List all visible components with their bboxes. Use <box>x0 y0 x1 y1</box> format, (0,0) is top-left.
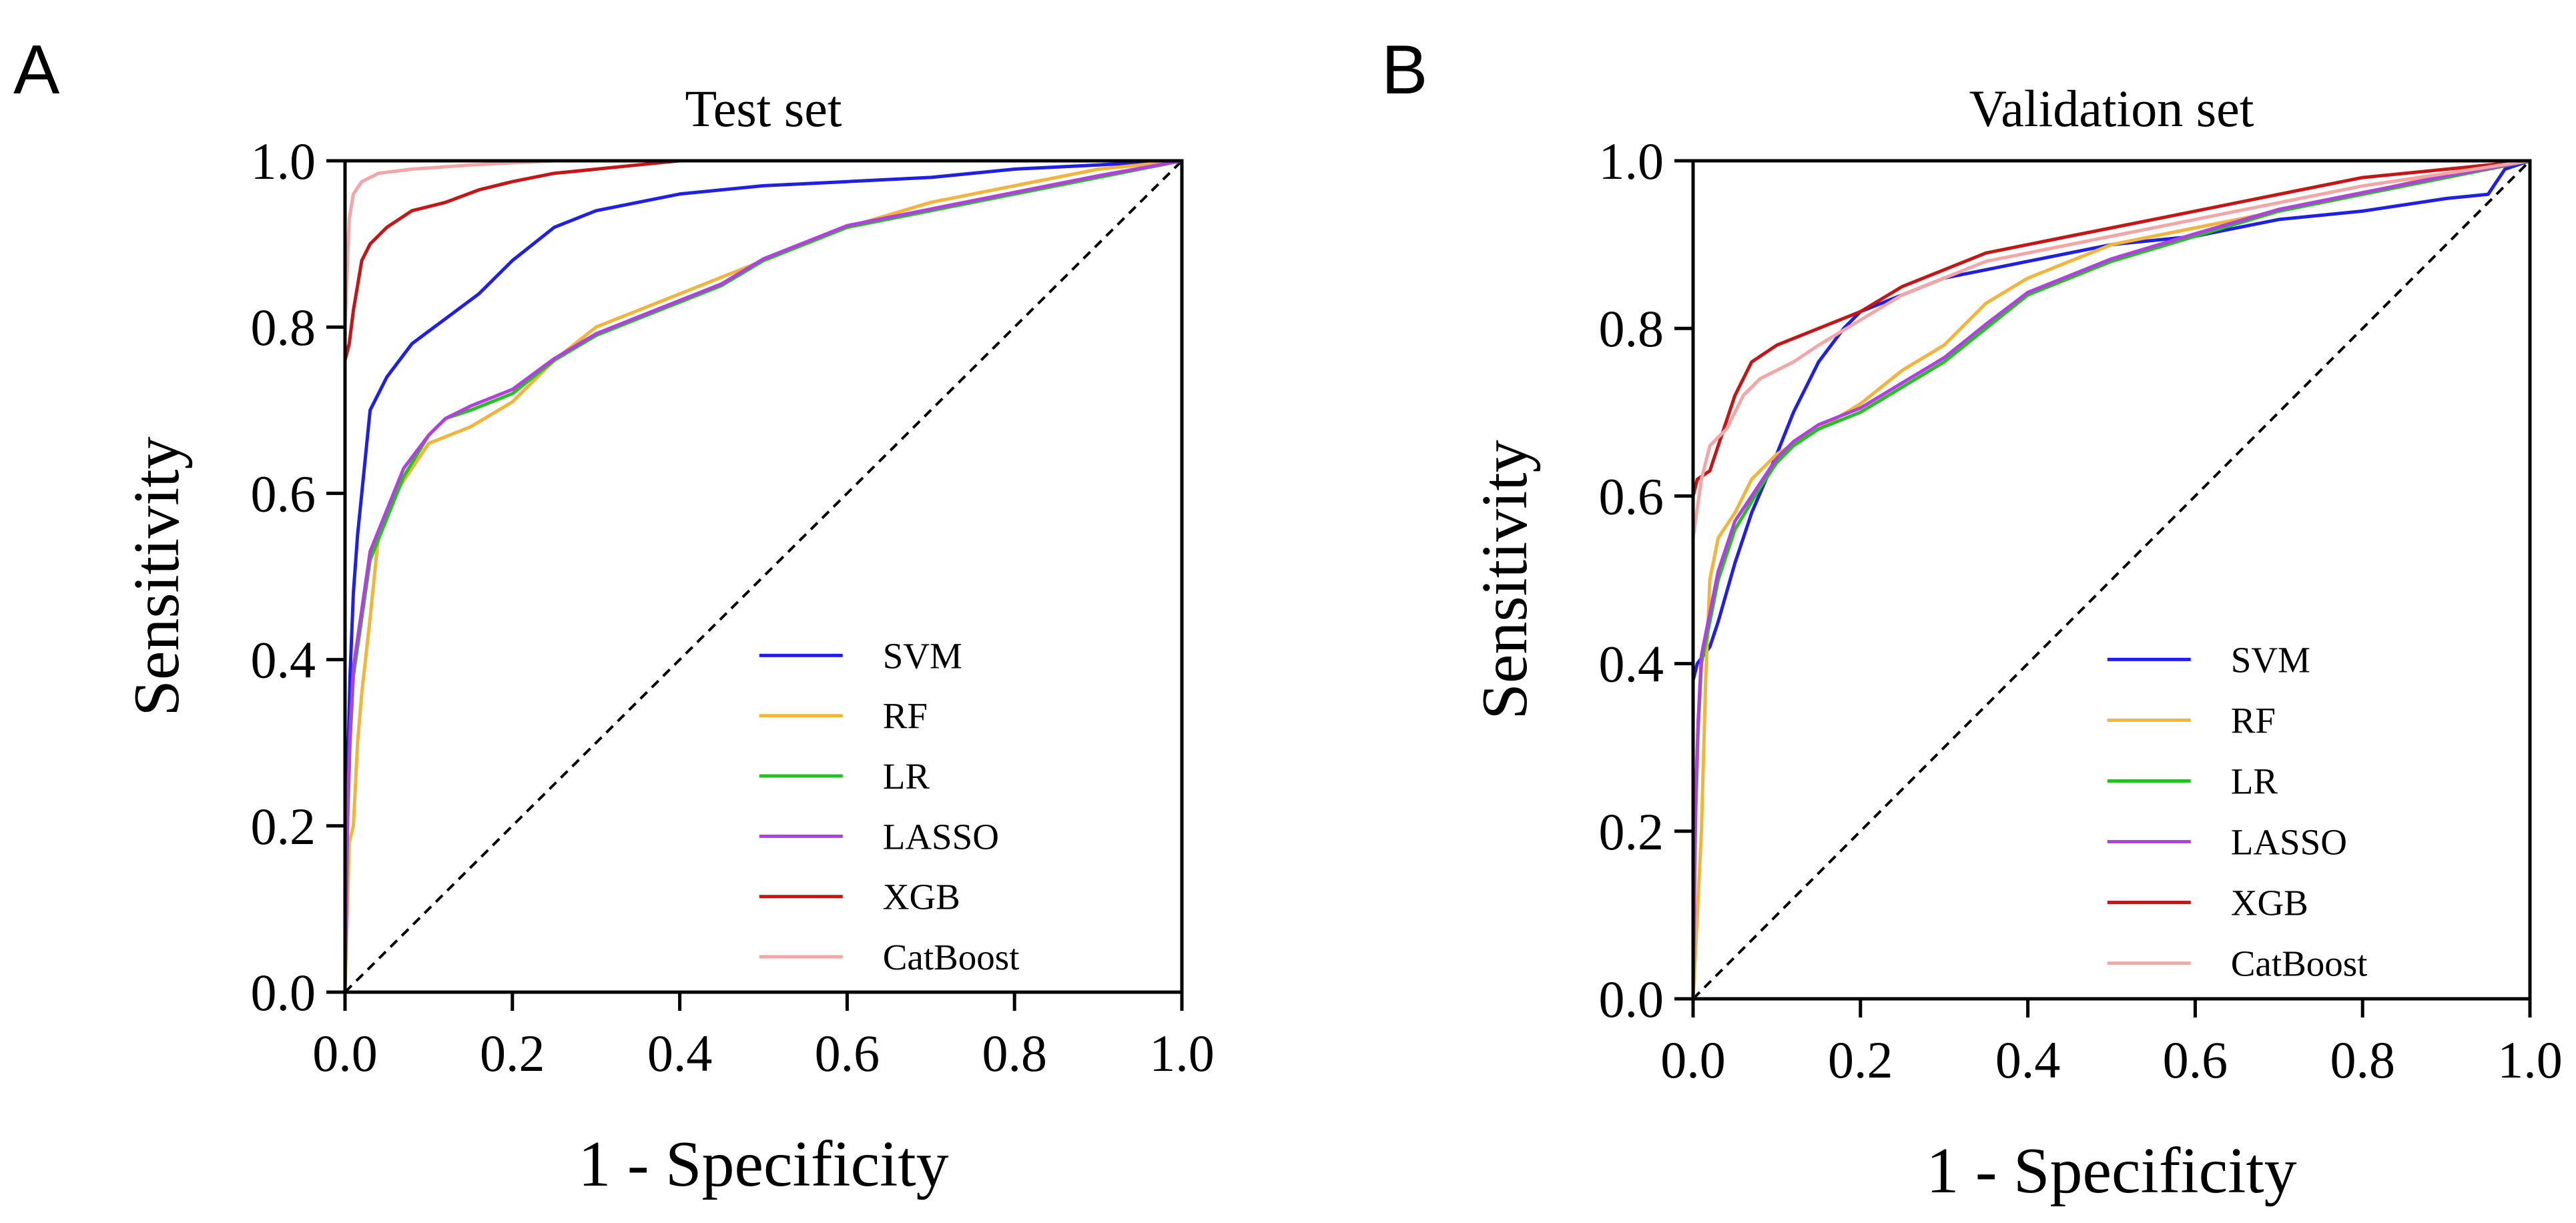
y-tick-label: 1.0 <box>251 132 316 190</box>
y-tick-label: 0.2 <box>251 797 316 855</box>
roc-curve-svm <box>343 159 1184 994</box>
x-tick-label: 0.2 <box>480 1024 545 1082</box>
panel-letter-b: B <box>1381 31 1427 109</box>
chart-title: Test set <box>685 79 842 137</box>
legend-label-lasso: LASSO <box>883 816 999 857</box>
roc-curve-catboost <box>1691 159 2532 1001</box>
x-tick-label: 0.0 <box>1660 1031 1726 1089</box>
x-tick-label: 0.4 <box>647 1024 713 1082</box>
x-axis-title: 1 - Specificity <box>1926 1135 2296 1207</box>
plot-frame <box>1691 159 2532 1001</box>
roc-curve-svm <box>1691 159 2532 1001</box>
x-tick-label: 0.6 <box>815 1024 880 1082</box>
x-tick-label: 0.8 <box>982 1024 1047 1082</box>
y-tick-label: 0.8 <box>251 298 316 356</box>
y-tick-label: 0.8 <box>1599 300 1664 358</box>
legend-label-rf: RF <box>2231 700 2276 741</box>
legend-label-catboost: CatBoost <box>883 937 1020 977</box>
panel-a-test-set: Test set 0.0 0.2 0.4 0.6 0.8 1.0 0.0 0.2 0.4 0.6 0.… <box>121 79 1215 1200</box>
roc-curve-lasso <box>343 159 1184 994</box>
legend-label-catboost: CatBoost <box>2231 943 2368 984</box>
chart-title: Validation set <box>1969 79 2254 137</box>
x-tick-label: 0.2 <box>1828 1031 1893 1089</box>
x-axis-title: 1 - Specificity <box>578 1128 948 1200</box>
y-axis-title: Sensitivity <box>1469 440 1541 719</box>
x-tick-label: 1.0 <box>1149 1024 1215 1082</box>
reference-diagonal-line <box>344 159 1183 993</box>
legend-label-lr: LR <box>2231 761 2278 801</box>
y-axis-title: Sensitivity <box>121 436 193 716</box>
x-tick-label: 0.4 <box>1995 1031 2061 1089</box>
legend-label-xgb: XGB <box>883 877 960 917</box>
roc-curve-catboost <box>343 159 1184 994</box>
reference-diagonal-line <box>1692 159 2531 1000</box>
y-tick-label: 0.0 <box>1599 970 1664 1028</box>
panel-letter-a: A <box>13 31 60 109</box>
y-tick-label: 1.0 <box>1599 132 1664 190</box>
y-tick-label: 0.6 <box>251 464 316 522</box>
roc-curve-lasso <box>1691 159 2532 1001</box>
plot-frame <box>343 159 1184 994</box>
roc-curve-xgb <box>343 159 1184 994</box>
x-tick-label: 1.0 <box>2497 1031 2563 1089</box>
legend-label-rf: RF <box>883 696 928 737</box>
legend-label-xgb: XGB <box>2231 883 2308 923</box>
x-tick-label: 0.6 <box>2163 1031 2228 1089</box>
y-tick-label: 0.2 <box>1599 803 1664 861</box>
legend-label-svm: SVM <box>883 635 962 676</box>
y-tick-label: 0.0 <box>251 963 316 1022</box>
legend-label-lr: LR <box>883 756 930 797</box>
y-tick-label: 0.4 <box>1599 635 1664 693</box>
roc-curve-xgb <box>1691 159 2532 1001</box>
x-tick-label: 0.0 <box>312 1024 378 1082</box>
legend-label-lasso: LASSO <box>2231 822 2347 863</box>
y-tick-label: 0.4 <box>251 631 316 689</box>
y-tick-label: 0.6 <box>1599 467 1664 525</box>
panel-b-validation-set: Validation set 0.0 0.2 0.4 0.6 0.8 1.0 0.0 0.2 0.… <box>1469 79 2563 1207</box>
legend-label-svm: SVM <box>2231 639 2310 680</box>
x-tick-label: 0.8 <box>2330 1031 2395 1089</box>
